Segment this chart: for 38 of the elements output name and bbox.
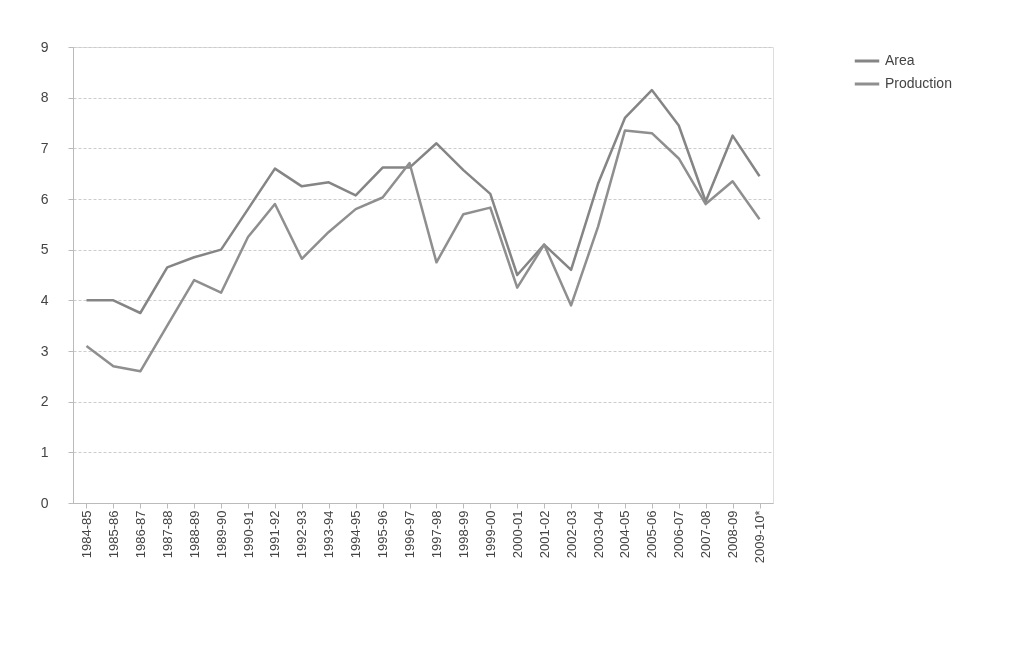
y-tick-label: 3 — [40, 342, 49, 359]
x-tick-label: 2008-09 — [725, 510, 741, 559]
x-tick-label: 1993-94 — [321, 510, 337, 559]
x-tick-label: 1999-00 — [482, 510, 498, 559]
y-tick-label: 9 — [40, 38, 49, 55]
y-tick-label: 8 — [40, 89, 49, 106]
x-tick-label: 2009-10* — [752, 510, 768, 564]
x-tick-label: 2007-08 — [698, 510, 714, 559]
x-tick-label: 1987-88 — [159, 510, 175, 559]
y-tick-label: 4 — [40, 291, 49, 308]
legend-label: Production — [885, 75, 952, 91]
x-tick-label: 2006-07 — [671, 510, 687, 559]
x-tick-label: 2001-02 — [536, 510, 552, 559]
x-tick-label: 1985-86 — [105, 510, 121, 559]
y-tick-label: 7 — [40, 139, 49, 156]
x-tick-label: 1998-99 — [455, 510, 471, 559]
y-tick-label: 0 — [40, 494, 49, 511]
x-tick-label: 1992-93 — [294, 510, 310, 559]
x-tick-label: 2002-03 — [563, 510, 579, 559]
legend-label: Area — [885, 52, 915, 68]
x-tick-label: 1989-90 — [213, 510, 229, 559]
x-tick-label: 2000-01 — [509, 510, 525, 559]
x-tick-label: 2003-04 — [590, 510, 606, 559]
x-tick-label: 1988-89 — [186, 510, 202, 559]
y-tick-label: 2 — [40, 393, 49, 410]
x-tick-label: 2004-05 — [617, 510, 633, 559]
x-tick-label: 1995-96 — [375, 510, 391, 559]
x-tick-label: 1986-87 — [132, 510, 148, 559]
x-tick-label: 1990-91 — [240, 510, 256, 559]
y-tick-label: 1 — [40, 443, 49, 460]
y-tick-label: 5 — [40, 241, 49, 258]
y-tick-label: 6 — [40, 190, 49, 207]
x-tick-label: 1984-85 — [78, 510, 94, 559]
x-tick-label: 2005-06 — [644, 510, 660, 559]
x-tick-label: 1991-92 — [267, 510, 283, 559]
x-tick-label: 1996-97 — [402, 510, 418, 559]
x-tick-label: 1997-98 — [428, 510, 444, 559]
x-tick-label: 1994-95 — [348, 510, 364, 559]
